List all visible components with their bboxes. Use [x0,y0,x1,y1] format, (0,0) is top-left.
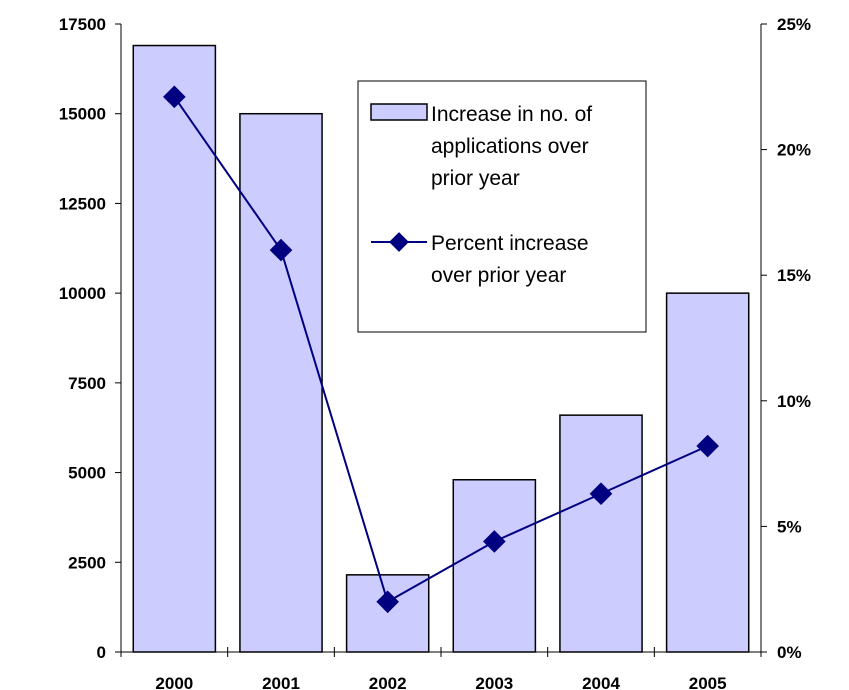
bar-2002 [345,574,430,653]
percent-point-2000 [163,85,186,109]
x-tick-label: 2004 [582,674,620,690]
x-tick-label: 2001 [262,674,300,690]
legend-bar-label-line-1: Increase in no. of [431,103,592,126]
y-right-tick-label: 25% [777,15,811,34]
bar-2004 [559,414,643,653]
y-left-tick-label: 15000 [59,105,106,124]
legend-bar-swatch [370,103,428,121]
y-right-tick-label: 20% [777,141,811,160]
y-right-tick-label: 0% [777,643,802,662]
percent-point-2005 [696,434,719,458]
percent-point-2003 [483,530,506,553]
x-tick-label: 2005 [689,674,727,690]
y-left-tick-label: 12500 [59,194,106,213]
legend-line-label-line-1: Percent increase [431,232,589,255]
x-tick-label: 2000 [155,674,193,690]
line-layer [163,85,719,614]
y-left-tick-label: 17500 [59,15,106,34]
percent-point-2002 [376,590,399,614]
axes-layer: 0 2500 5000 7500 10000 12500 15000 17500 0% 5% 10%… [59,15,811,690]
y-left-tick-label: 2500 [68,553,106,572]
y-left-tick-label: 5000 [68,464,106,483]
bar-2003 [452,478,537,653]
y-right-tick-label: 10% [777,392,811,411]
y-left-tick-label: 7500 [68,374,106,393]
x-tick-label: 2002 [369,674,407,690]
y-left-tick-label: 10000 [59,284,106,303]
percent-point-2004 [589,482,613,506]
bars-layer [132,44,750,653]
bar-2000 [132,44,217,653]
legend: Increase in no. of applications over pri… [357,80,647,333]
bar-2005 [665,292,750,653]
legend-bar-label-line-3: prior year [431,167,520,190]
legend-box [357,80,647,333]
y-left-tick-label: 0 [97,643,106,662]
y-right-tick-label: 5% [777,517,802,536]
legend-line-marker [389,232,409,252]
bar-2001 [239,112,323,653]
legend-line-label-line-2: over prior year [431,264,566,287]
y-right-tick-label: 15% [777,266,811,285]
percent-line [173,96,709,604]
x-tick-label: 2003 [475,674,513,690]
legend-bar-label-line-2: applications over [431,135,589,158]
